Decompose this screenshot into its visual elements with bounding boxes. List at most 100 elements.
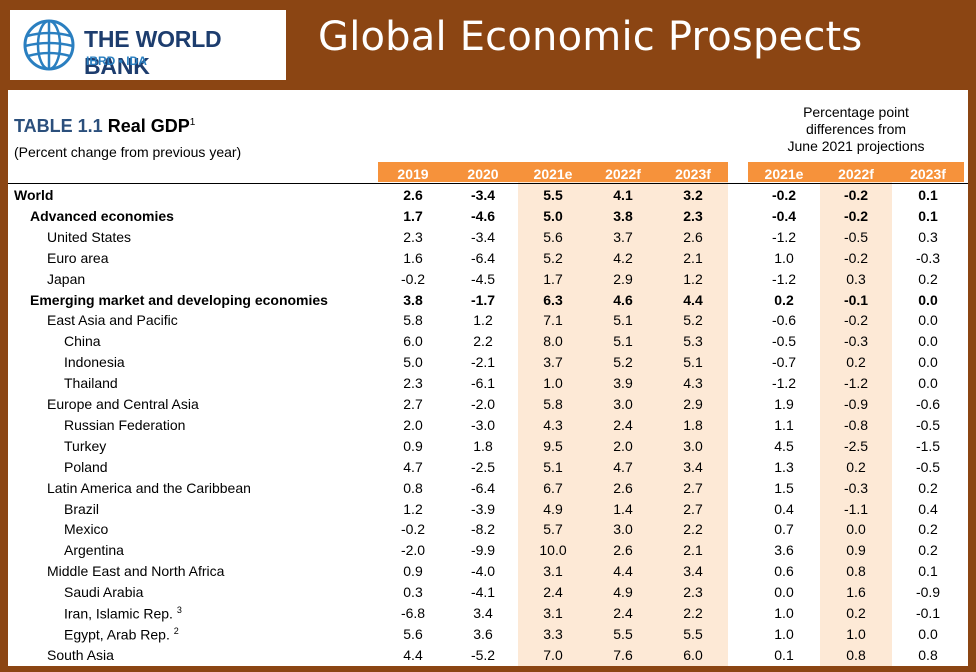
row-label: Brazil	[64, 501, 99, 517]
value-cell: 5.7	[543, 521, 563, 538]
table-panel: TABLE 1.1 Real GDP1 (Percent change from…	[8, 90, 968, 666]
diff-cell: -2.5	[843, 437, 869, 454]
row-label-text: Advanced economies	[30, 207, 174, 224]
diff-cell: 0.2	[918, 542, 938, 559]
value-cell: 3.8	[403, 291, 423, 308]
shade-2021e	[518, 162, 588, 666]
table-row: Advanced economies 1.7 -4.6 5.0 3.8 2.3 -0.4 -0…	[8, 206, 968, 227]
diff-cell: 1.9	[774, 396, 794, 412]
value-cell: 1.2	[683, 270, 703, 287]
row-label: Advanced economies	[30, 208, 174, 224]
row-label: Egypt, Arab Rep. 2	[64, 626, 179, 643]
value-cell: 3.4	[683, 563, 703, 580]
value-cell: 5.6	[403, 625, 423, 642]
value-cell: 5.2	[543, 249, 563, 266]
diff-cell: 0.8	[846, 646, 866, 663]
diff-cell: -0.2	[843, 207, 869, 224]
row-label-text: China	[64, 333, 101, 350]
value-cell: 3.0	[613, 521, 633, 538]
table-number: TABLE 1.1	[14, 116, 103, 136]
diff-cell: 0.1	[918, 187, 938, 203]
row-label: United States	[47, 229, 131, 245]
diff-title-line: June 2021 projections	[787, 138, 925, 154]
table-row: Egypt, Arab Rep. 2 5.6 3.6 3.3 5.5 5.5 1.0 1.0 0…	[8, 624, 968, 645]
value-cell: -8.2	[470, 521, 496, 538]
diff-cell: -0.5	[843, 228, 869, 245]
row-label: South Asia	[47, 647, 114, 663]
row-label-text: Japan	[47, 270, 86, 287]
value-cell: 4.4	[613, 563, 633, 580]
diff-cell: 1.0	[774, 249, 794, 266]
diff-cell: -1.2	[771, 228, 797, 245]
value-cell: 2.0	[613, 437, 633, 454]
value-cell: 5.2	[613, 354, 633, 371]
diff-cell: -0.8	[843, 416, 869, 433]
table-row: China 6.0 2.2 8.0 5.1 5.3 -0.5 -0.3 0.0	[8, 331, 968, 352]
value-cell: -3.0	[470, 416, 496, 433]
value-cell: 4.9	[543, 500, 563, 517]
value-cell: 3.2	[683, 187, 703, 203]
diff-cell: -0.5	[915, 416, 941, 433]
diff-cell: 0.4	[774, 500, 794, 517]
value-cell: 1.7	[403, 207, 423, 224]
value-cell: 3.7	[543, 354, 563, 371]
row-label: Saudi Arabia	[64, 584, 143, 600]
diff-cell: 0.1	[918, 563, 938, 580]
diff-cell: 0.4	[918, 500, 938, 517]
diff-cell: 0.2	[846, 458, 866, 475]
value-cell: 2.2	[683, 605, 703, 621]
col-header: 2019	[397, 166, 429, 182]
diff-title-line: Percentage point	[803, 104, 909, 120]
value-cell: 1.4	[613, 500, 633, 517]
value-cell: 0.9	[403, 563, 423, 580]
table-row: Saudi Arabia 0.3 -4.1 2.4 4.9 2.3 0.0 1.6 -0.9	[8, 582, 968, 603]
value-cell: 5.8	[403, 312, 423, 329]
table-row: Latin America and the Caribbean 0.8 -6.4 6.…	[8, 478, 968, 499]
row-label: Argentina	[64, 542, 124, 558]
value-cell: 2.6	[613, 542, 633, 559]
row-label-text: Saudi Arabia	[64, 584, 144, 601]
row-label-text: Brazil	[64, 500, 100, 517]
value-cell: 3.8	[613, 207, 633, 224]
value-cell: 2.3	[403, 375, 423, 392]
value-cell: 7.0	[543, 646, 563, 663]
table-row: Emerging market and developing economies…	[8, 290, 968, 311]
value-cell: 2.3	[683, 584, 703, 601]
value-cell: 2.4	[613, 605, 633, 621]
value-cell: 6.3	[543, 291, 563, 308]
row-label: Indonesia	[64, 354, 125, 370]
row-label-text: East Asia and Pacific	[47, 312, 178, 329]
value-cell: 3.1	[543, 605, 563, 621]
row-label-text: Iran, Islamic Rep.	[64, 605, 173, 622]
value-cell: -9.9	[470, 542, 496, 559]
value-cell: -4.0	[470, 563, 496, 580]
row-label: Thailand	[64, 375, 118, 391]
value-cell: 1.0	[543, 375, 563, 392]
value-cell: -6.8	[400, 605, 426, 621]
diff-header-bar	[748, 162, 964, 182]
value-cell: 3.4	[683, 458, 703, 475]
row-label: Poland	[64, 459, 108, 475]
table-row: Indonesia 5.0 -2.1 3.7 5.2 5.1 -0.7 0.2 0.0	[8, 352, 968, 373]
diff-title-line: differences from	[805, 121, 907, 137]
value-cell: 2.9	[683, 396, 703, 412]
value-cell: -6.1	[470, 375, 496, 392]
value-cell: 4.1	[613, 187, 633, 203]
value-cell: -1.7	[470, 291, 496, 308]
value-cell: 4.3	[543, 416, 563, 433]
shade-diff-2022f	[820, 162, 892, 666]
value-cell: 4.6	[613, 291, 633, 308]
value-cell: 7.6	[613, 646, 633, 663]
value-cell: 2.6	[683, 228, 703, 245]
diff-cell: -0.1	[843, 291, 869, 308]
value-cell: 5.1	[543, 458, 563, 475]
value-cell: -4.1	[470, 584, 496, 601]
row-label: Iran, Islamic Rep. 3	[64, 605, 182, 622]
diff-cell: -0.2	[843, 187, 869, 203]
row-label: World	[14, 187, 53, 203]
table-row: World 2.6 -3.4 5.5 4.1 3.2 -0.2 -0.2 0.1	[8, 185, 968, 206]
diff-cell: -0.9	[915, 584, 941, 601]
value-cell: -6.4	[470, 479, 496, 496]
diff-cell: 1.5	[774, 479, 794, 496]
diff-cell: -1.2	[771, 375, 797, 392]
